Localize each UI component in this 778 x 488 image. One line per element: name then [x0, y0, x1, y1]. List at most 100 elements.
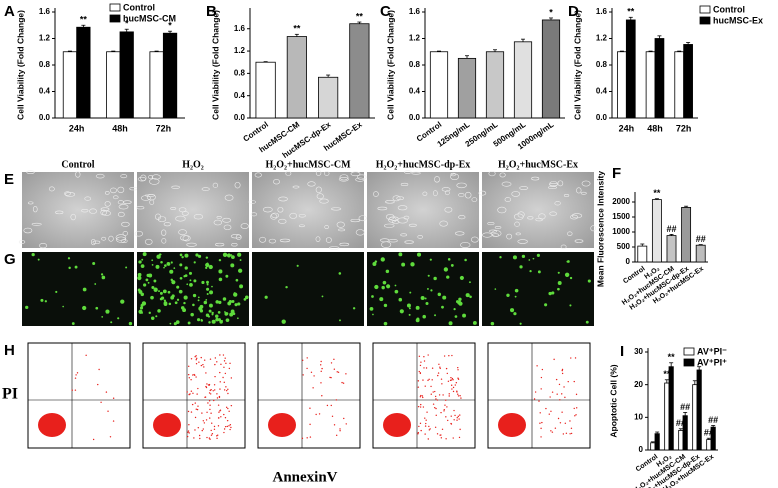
event [219, 409, 222, 411]
fluorescent-cell [137, 275, 142, 281]
fluorescent-cell [587, 279, 591, 283]
event [210, 434, 213, 436]
event [306, 367, 308, 370]
event [420, 394, 422, 397]
event [222, 376, 224, 379]
brightfield-image [482, 172, 594, 248]
y-axis-label: Cell Viability (Fold Change) [385, 10, 395, 120]
event [190, 358, 193, 360]
bar [692, 384, 698, 451]
event [427, 438, 429, 440]
event [427, 354, 429, 356]
event [223, 428, 226, 430]
cell [254, 172, 262, 178]
event [228, 410, 230, 412]
fluorescent-cell [398, 252, 403, 257]
fluorescent-cell [281, 319, 286, 324]
event [451, 388, 453, 390]
cell [171, 185, 180, 189]
cell-cluster [38, 413, 66, 437]
event [191, 403, 194, 406]
cell [377, 206, 388, 211]
fluorescent-cell [163, 266, 165, 269]
event [423, 356, 425, 358]
y-tick-label: 1.6 [596, 7, 608, 16]
cell [102, 210, 111, 216]
cell [554, 201, 561, 206]
event [570, 432, 573, 435]
fluorescent-cell [151, 263, 154, 266]
event [197, 405, 199, 407]
event [333, 358, 335, 361]
event [321, 395, 323, 397]
cell [148, 175, 154, 180]
event [561, 372, 564, 375]
fluorescent-cell [139, 306, 144, 310]
bar [681, 206, 692, 263]
y-tick-label: 1500 [612, 212, 630, 221]
cell [560, 244, 567, 250]
cell [118, 204, 129, 210]
cell [563, 194, 570, 197]
event [74, 377, 77, 379]
event [219, 388, 221, 390]
event [439, 366, 441, 368]
fluorescent-cell [506, 293, 510, 297]
fluorescent-cell [190, 312, 194, 317]
y-tick-label: 2000 [612, 197, 630, 206]
event [217, 434, 219, 436]
event [192, 374, 194, 376]
event [440, 378, 443, 380]
event [205, 386, 208, 389]
event [219, 354, 221, 356]
event [454, 414, 456, 417]
event [309, 407, 311, 409]
y-tick-label: 0.8 [39, 60, 51, 69]
event [420, 361, 422, 363]
fluorescent-cell [374, 284, 379, 290]
event [436, 433, 439, 435]
event [209, 404, 211, 406]
significance: ** [663, 369, 671, 379]
fluorescent-cell [200, 318, 203, 321]
fluorescent-cell [218, 269, 223, 274]
fluorescent-cell [231, 255, 235, 259]
fluorescent-cell [67, 257, 71, 260]
cell [404, 170, 412, 174]
bar [318, 76, 339, 119]
cell [324, 225, 329, 230]
cell [325, 237, 332, 243]
event [220, 416, 222, 418]
event [188, 432, 190, 434]
fluorescent-cell [442, 295, 447, 300]
fluorescent-cell [585, 320, 589, 324]
y-axis-label: Cell Viability (Fold Change) [572, 10, 582, 120]
y-tick-label: 0.8 [234, 68, 246, 77]
fluorescent-cell [551, 291, 555, 295]
event [211, 433, 214, 435]
event [206, 411, 208, 413]
event [230, 404, 233, 407]
fluorescent-cell [156, 254, 161, 259]
event [573, 380, 575, 383]
cell [120, 174, 128, 179]
cell [298, 214, 306, 218]
event [197, 387, 199, 390]
cell [234, 181, 241, 189]
fluorescent-cell [110, 321, 113, 324]
event [335, 434, 338, 437]
fluorescent-cell [208, 303, 213, 308]
event [210, 389, 212, 391]
fluorescent-cell [138, 260, 142, 264]
event [336, 371, 338, 373]
cell [117, 211, 125, 218]
event [225, 389, 228, 392]
y-tick-label: 20 [634, 380, 643, 389]
legend-swatch [109, 14, 121, 23]
image-panels [18, 169, 596, 449]
fluorescent-cell [429, 258, 432, 261]
bar [682, 415, 688, 451]
cell [231, 243, 238, 247]
fluorescence-image [482, 252, 594, 326]
legend-swatch [683, 358, 695, 367]
